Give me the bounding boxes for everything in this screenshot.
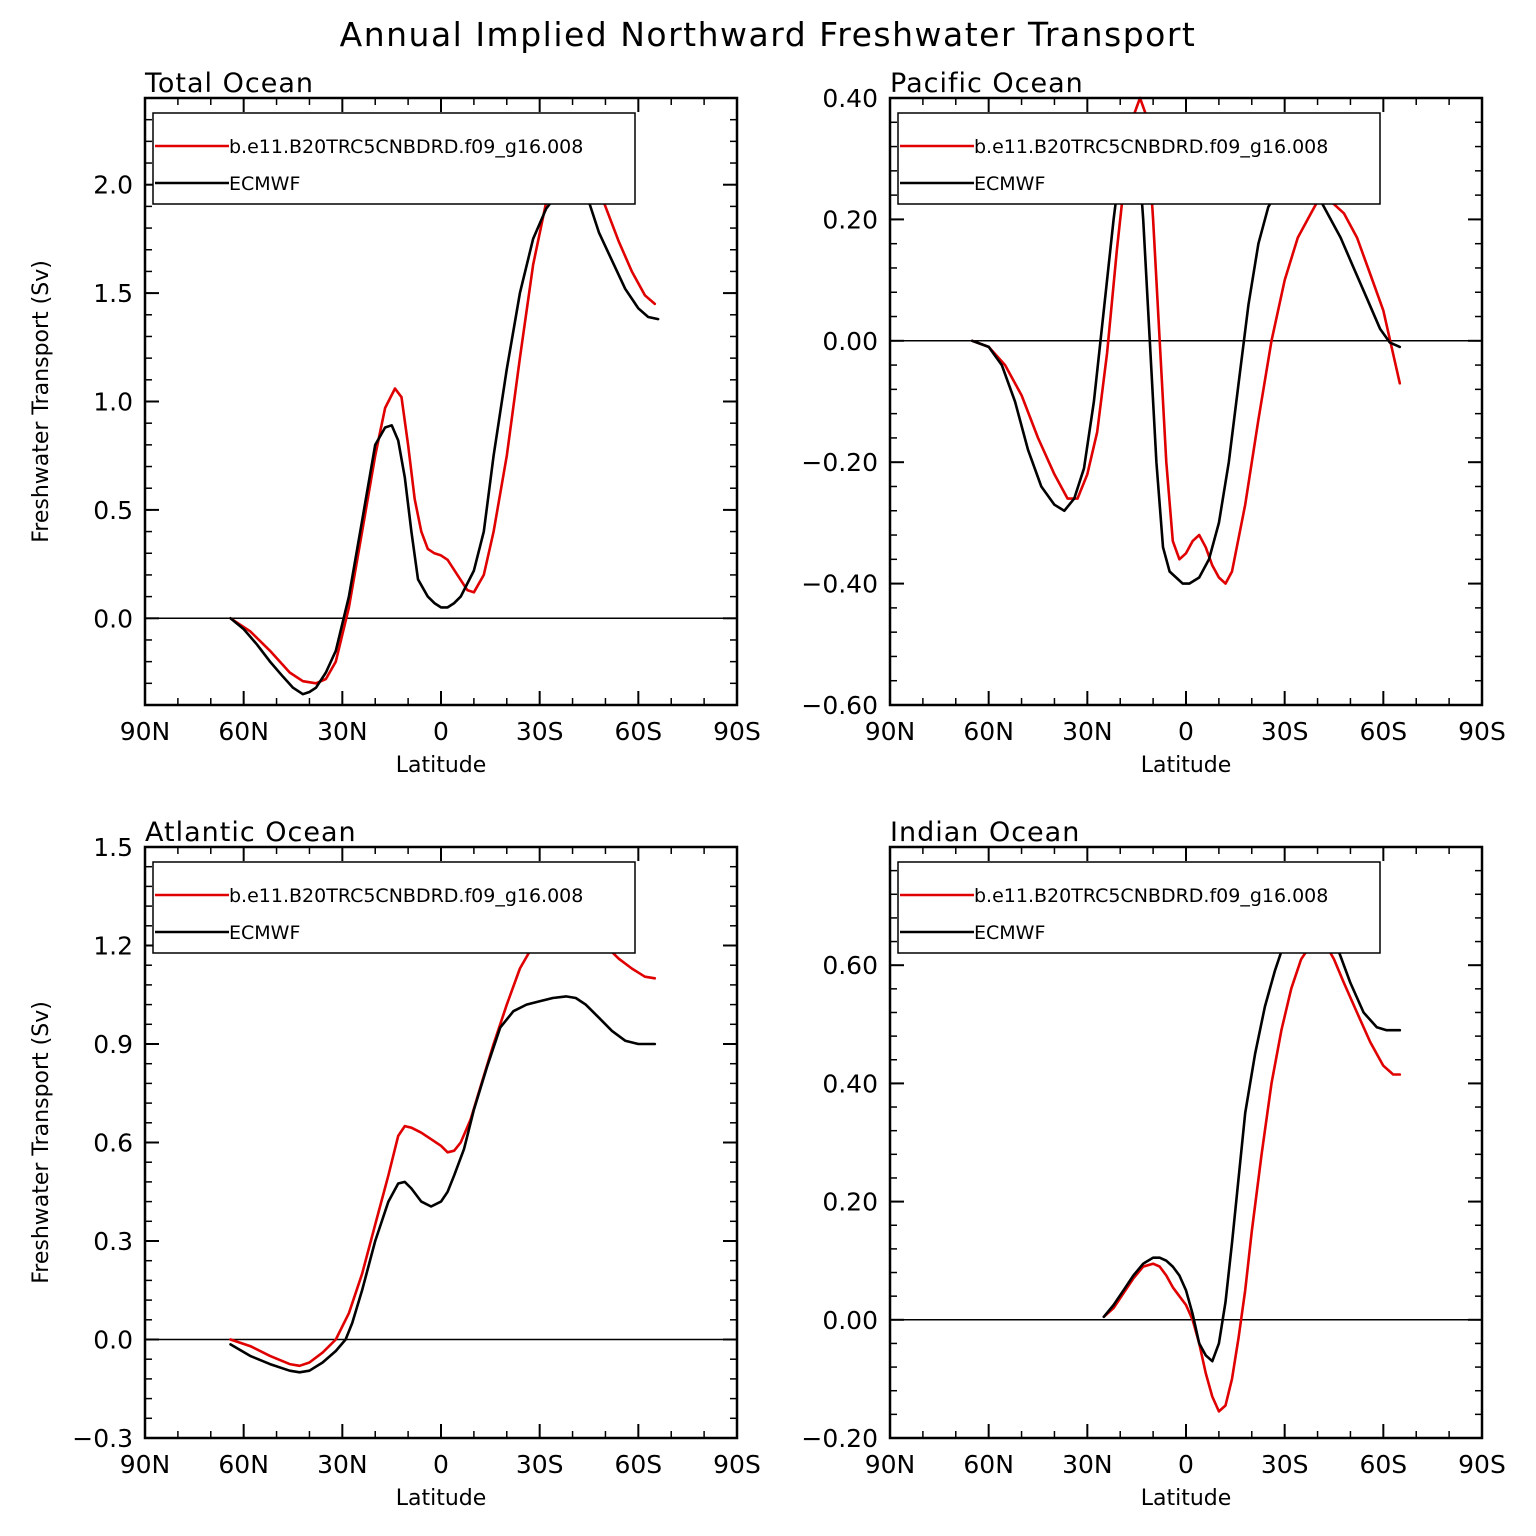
x-tick-label: 60S — [614, 1450, 662, 1479]
x-tick-label: 60N — [963, 1450, 1014, 1479]
y-tick-label: −0.40 — [801, 570, 878, 599]
x-tick-label: 60N — [963, 717, 1014, 746]
plot-frame — [143, 96, 739, 707]
x-tick-label: 0 — [433, 1450, 449, 1479]
plot-frame — [888, 845, 1484, 1440]
y-tick-label: 0.3 — [93, 1227, 133, 1256]
y-tick-label: 0.0 — [93, 1326, 133, 1355]
y-tick-label: 0.00 — [822, 1306, 878, 1335]
y-axis-label: Freshwater Transport (Sv) — [29, 1001, 54, 1284]
x-tick-label: 30N — [1062, 717, 1113, 746]
x-tick-label: 90S — [713, 717, 761, 746]
plot-frame — [888, 96, 1484, 707]
series-line-ecmwf — [1102, 901, 1402, 1363]
y-tick-label: 0.9 — [93, 1030, 133, 1059]
panel-pacific-ocean: Pacific Ocean 90N 60N 30N 0 30S 60S 90S 0.40 0.20… — [801, 68, 1505, 778]
legend: b.e11.B20TRC5CNBDRD.f09_g16.008 ECMWF — [897, 112, 1381, 205]
x-tick-label: 90N — [120, 717, 171, 746]
figure-title: Annual Implied Northward Freshwater Tran… — [340, 15, 1197, 54]
y-tick-label: 2.0 — [93, 171, 133, 200]
panels: Total Ocean 90N 60N 30N 0 30S 60S 90S 0.0 0.5 1.0 1… — [29, 68, 1506, 1511]
legend: b.e11.B20TRC5CNBDRD.f09_g16.008 ECMWF — [152, 861, 636, 954]
series-line-model — [1102, 940, 1402, 1413]
y-tick-label: −0.20 — [801, 1424, 878, 1453]
x-tick-label: 90S — [1458, 1450, 1506, 1479]
x-tick-label: 60S — [614, 717, 662, 746]
panel-title: Total Ocean — [144, 68, 314, 99]
x-tick-label: 90S — [1458, 717, 1506, 746]
series-line-ecmwf — [229, 995, 657, 1374]
legend-label: ECMWF — [974, 173, 1045, 195]
y-tick-label: 0.00 — [822, 327, 878, 356]
x-tick-label: 90N — [865, 1450, 916, 1479]
x-tick-label: 30N — [317, 1450, 368, 1479]
y-tick-label: 1.2 — [93, 932, 133, 961]
y-tick-label: 1.5 — [93, 279, 133, 308]
panel-title: Indian Ocean — [890, 817, 1080, 848]
x-tick-label: 60N — [218, 1450, 269, 1479]
legend-box — [152, 861, 636, 954]
legend-label: b.e11.B20TRC5CNBDRD.f09_g16.008 — [974, 136, 1328, 158]
y-tick-label: −0.20 — [801, 448, 878, 477]
legend: b.e11.B20TRC5CNBDRD.f09_g16.008 ECMWF — [152, 112, 636, 205]
y-tick-label: 0.5 — [93, 496, 133, 525]
y-tick-label: 0.20 — [822, 1188, 878, 1217]
y-tick-label: 1.0 — [93, 388, 133, 417]
x-tick-label: 90N — [120, 1450, 171, 1479]
legend-label: ECMWF — [974, 922, 1045, 944]
y-tick-label: −0.60 — [801, 691, 878, 720]
panel-atlantic-ocean: Atlantic Ocean 90N 60N 30N 0 30S 60S 90S −0.3 0.0… — [29, 817, 761, 1511]
y-tick-label: −0.3 — [72, 1424, 133, 1453]
x-axis-label: Latitude — [396, 753, 487, 778]
x-tick-label: 30S — [516, 717, 564, 746]
x-tick-label: 0 — [1178, 1450, 1194, 1479]
panel-title: Atlantic Ocean — [145, 817, 357, 848]
x-tick-label: 0 — [433, 717, 449, 746]
y-tick-label: 0.60 — [822, 951, 878, 980]
y-tick-label: 0.20 — [822, 205, 878, 234]
series-line-model — [229, 148, 657, 685]
panel-total-ocean: Total Ocean 90N 60N 30N 0 30S 60S 90S 0.0 0.5 1.0 1… — [29, 68, 761, 778]
x-tick-label: 30S — [1261, 717, 1309, 746]
x-tick-label: 90S — [713, 1450, 761, 1479]
legend: b.e11.B20TRC5CNBDRD.f09_g16.008 ECMWF — [897, 861, 1381, 954]
legend-box — [897, 112, 1381, 205]
legend-label: b.e11.B20TRC5CNBDRD.f09_g16.008 — [229, 885, 583, 907]
x-tick-label: 30N — [1062, 1450, 1113, 1479]
legend-label: b.e11.B20TRC5CNBDRD.f09_g16.008 — [974, 885, 1328, 907]
x-tick-label: 60S — [1359, 717, 1407, 746]
x-tick-label: 0 — [1178, 717, 1194, 746]
x-tick-label: 30S — [1261, 1450, 1309, 1479]
x-tick-label: 30S — [516, 1450, 564, 1479]
legend-label: b.e11.B20TRC5CNBDRD.f09_g16.008 — [229, 136, 583, 158]
legend-label: ECMWF — [229, 922, 300, 944]
x-axis-label: Latitude — [396, 1486, 487, 1511]
x-tick-label: 90N — [865, 717, 916, 746]
series-line-model — [970, 96, 1402, 585]
x-axis-label: Latitude — [1141, 1486, 1232, 1511]
y-tick-label: 1.5 — [93, 833, 133, 862]
y-tick-label: 0.40 — [822, 1069, 878, 1098]
y-tick-label: 0.0 — [93, 604, 133, 633]
x-axis-label: Latitude — [1141, 753, 1232, 778]
panel-title: Pacific Ocean — [890, 68, 1084, 99]
legend-box — [897, 861, 1381, 954]
plot-frame — [143, 845, 739, 1440]
x-tick-label: 60N — [218, 717, 269, 746]
y-axis-label: Freshwater Transport (Sv) — [29, 260, 54, 543]
x-tick-label: 60S — [1359, 1450, 1407, 1479]
legend-box — [152, 112, 636, 205]
series-line-model — [229, 914, 657, 1368]
panel-indian-ocean: Indian Ocean 90N 60N 30N 0 30S 60S 90S −0.20 0.00… — [801, 817, 1505, 1511]
x-tick-label: 30N — [317, 717, 368, 746]
y-tick-label: 0.6 — [93, 1129, 133, 1158]
y-tick-label: 0.40 — [822, 84, 878, 113]
legend-label: ECMWF — [229, 173, 300, 195]
